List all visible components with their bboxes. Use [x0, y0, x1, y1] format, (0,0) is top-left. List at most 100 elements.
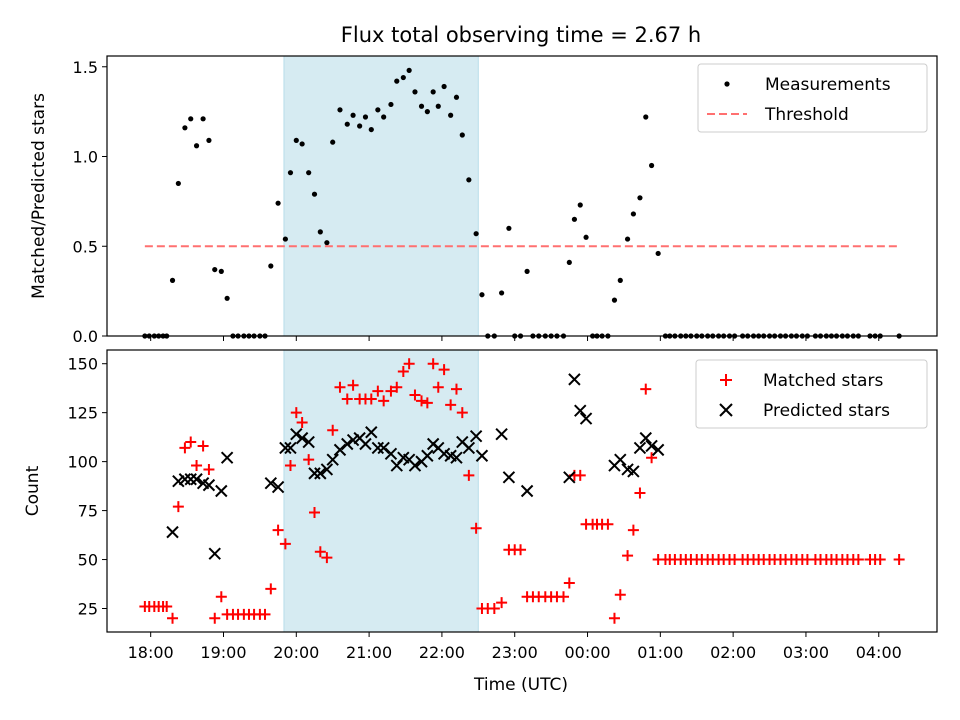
y-tick-label: 50 — [78, 551, 98, 570]
matched-star-point — [347, 379, 359, 391]
measurement-point — [577, 202, 583, 208]
series-matched-stars — [139, 358, 905, 624]
measurement-point — [412, 89, 418, 95]
measurement-point — [368, 126, 374, 133]
measurement-point — [344, 121, 350, 127]
measurement-point — [394, 78, 400, 84]
measurement-point — [275, 200, 281, 206]
measurement-point — [466, 177, 472, 183]
predicted-star-point — [408, 459, 422, 472]
predicted-star-point — [475, 449, 489, 462]
matched-star-point — [215, 591, 227, 603]
predicted-star-point — [279, 441, 292, 455]
matched-star-point — [608, 612, 620, 624]
bottom-x-axis-label: Time (UTC) — [473, 675, 568, 695]
legend-matched-marker — [720, 374, 732, 386]
measurement-point — [357, 123, 363, 129]
legend-measurements-label: Measurements — [765, 75, 891, 95]
matched-star-point — [640, 383, 652, 395]
measurement-point — [648, 162, 655, 169]
predicted-star-point — [627, 465, 640, 478]
measurement-point — [388, 101, 394, 108]
matched-star-point — [197, 440, 209, 452]
measurement-point — [381, 114, 387, 120]
predicted-star-point — [190, 473, 203, 486]
matched-star-point — [167, 612, 179, 624]
y-tick-label: 0.0 — [73, 327, 98, 346]
matched-star-point — [409, 389, 421, 401]
measurement-point — [212, 266, 218, 273]
matched-star-point — [602, 518, 614, 530]
predicted-star-point — [371, 441, 385, 455]
y-tick-label: 75 — [78, 502, 98, 521]
matched-star-point — [327, 424, 339, 436]
predicted-star-point — [469, 429, 483, 443]
predicted-star-point — [320, 463, 334, 476]
measurement-point — [175, 180, 181, 187]
measurement-point — [430, 89, 436, 95]
matched-star-point — [191, 460, 203, 472]
chart-title: Flux total observing time = 2.67 h — [341, 23, 701, 47]
measurement-point — [337, 107, 343, 113]
measurement-point — [611, 297, 618, 303]
measurement-point — [630, 211, 636, 217]
measurement-point — [506, 225, 512, 231]
y-tick-label: 25 — [78, 600, 98, 619]
predicted-star-point — [184, 473, 197, 486]
matched-star-point — [303, 454, 315, 466]
bottom-y-axis-ticks: 25 50 75 100 125 150 — [67, 355, 107, 619]
matched-star-point — [391, 381, 403, 393]
predicted-star-point — [202, 478, 216, 492]
matched-star-point — [634, 487, 646, 499]
matched-star-point — [563, 577, 575, 589]
measurement-point — [299, 141, 305, 147]
matched-star-point — [314, 546, 326, 558]
y-tick-label: 1.0 — [73, 148, 98, 167]
measurement-point — [293, 137, 299, 143]
predicted-star-point — [326, 453, 339, 466]
matched-star-point — [209, 612, 221, 624]
matched-star-point — [515, 544, 527, 556]
predicted-star-point — [614, 453, 627, 466]
top-panel: 0.0 0.5 1.0 1.5 Matched/Predicted stars Mea… — [29, 55, 938, 346]
measurement-point — [287, 170, 294, 176]
predicted-star-point — [208, 547, 221, 560]
predicted-star-point — [341, 437, 354, 451]
predicted-star-point — [645, 439, 658, 453]
predicted-star-point — [290, 428, 303, 441]
measurement-point — [643, 114, 649, 120]
matched-star-point — [272, 524, 284, 536]
matched-star-point — [296, 416, 308, 428]
x-tick-label: 04:00 — [856, 643, 902, 662]
matched-star-point — [309, 507, 320, 519]
x-tick-label: 20:00 — [273, 643, 319, 662]
predicted-star-point — [178, 473, 192, 486]
matched-star-point — [265, 583, 277, 595]
predicted-star-point — [502, 471, 516, 484]
matched-star-point — [385, 385, 397, 397]
predicted-star-point — [450, 451, 463, 464]
x-tick-label: 23:00 — [492, 643, 538, 662]
measurement-point — [311, 191, 318, 197]
measurement-point — [200, 116, 206, 122]
x-tick-label: 21:00 — [346, 643, 392, 662]
measurement-point — [473, 231, 479, 237]
predicted-star-point — [574, 404, 587, 417]
matched-star-point — [321, 552, 333, 564]
measurement-point — [418, 103, 425, 109]
bottom-legend-box — [695, 359, 928, 429]
predicted-star-point — [462, 441, 476, 455]
measurement-point — [218, 268, 224, 274]
measurement-point — [583, 234, 589, 240]
bottom-axes-frame — [106, 349, 938, 633]
matched-star-point — [372, 385, 384, 397]
y-tick-label: 150 — [67, 355, 98, 374]
measurement-point — [169, 277, 176, 283]
matched-star-point — [496, 597, 508, 609]
measurement-point — [448, 112, 454, 118]
predicted-star-point — [563, 471, 576, 484]
y-tick-label: 125 — [67, 404, 98, 423]
top-x-axis-ticks — [150, 336, 880, 341]
bottom-y-axis-label: Count — [23, 465, 43, 516]
matched-star-point — [284, 460, 296, 472]
